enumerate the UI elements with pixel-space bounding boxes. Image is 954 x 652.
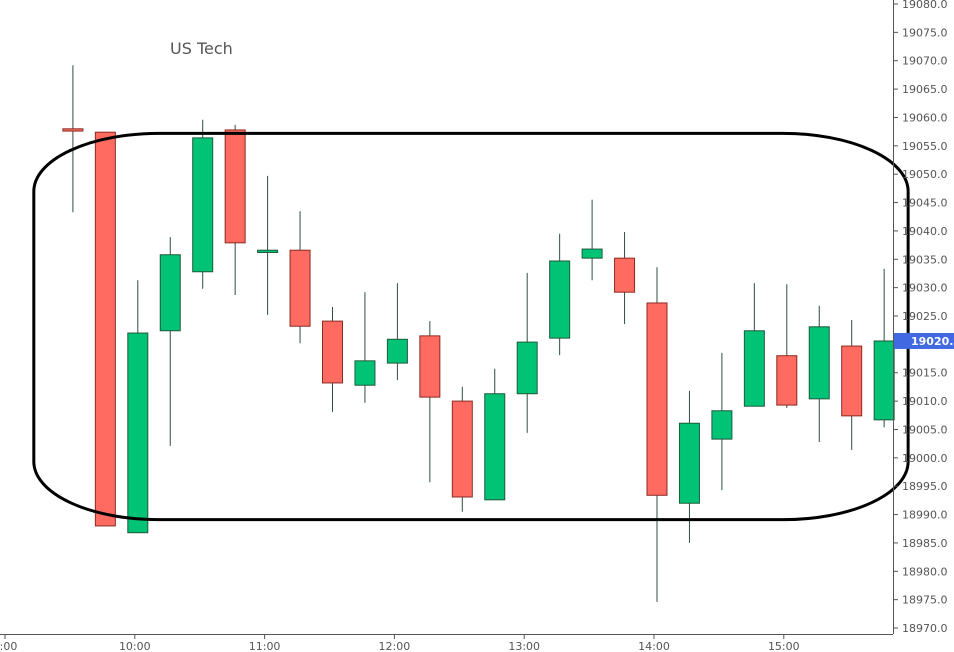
- x-tick-label: 9:00: [0, 640, 17, 652]
- current-price-tag: 19020.6: [894, 332, 954, 349]
- x-tick-label: 12:00: [379, 640, 411, 652]
- x-tick-label: 11:00: [249, 640, 281, 652]
- y-tick-label: 19010.0: [902, 395, 948, 408]
- annotation-rounded-rectangle: [32, 131, 910, 522]
- candle-body-up: [743, 330, 765, 407]
- candle-body-down: [289, 249, 311, 327]
- y-tick-label: 19080.0: [902, 0, 948, 11]
- candle-body-up: [159, 254, 181, 332]
- candle-body-up: [549, 260, 571, 339]
- y-tick-label: 19035.0: [902, 253, 948, 266]
- x-axis: 9:00 10:00 11:00 12:00 13:00 14:00 15:00: [0, 634, 800, 652]
- candle-body-up: [581, 248, 603, 259]
- y-tick-label: 19075.0: [902, 26, 948, 39]
- candle-body-up: [711, 410, 733, 440]
- y-tick-label: 19025.0: [902, 310, 948, 323]
- candle-body-down: [776, 355, 798, 406]
- y-tick-label: 18980.0: [902, 565, 948, 578]
- y-tick-label: 18990.0: [902, 509, 948, 522]
- x-tick-label: 14:00: [638, 640, 670, 652]
- y-tick-label: 18975.0: [902, 594, 948, 607]
- candle-body-down: [614, 257, 636, 293]
- x-tick-label: 10:00: [119, 640, 151, 652]
- x-tick-label: 15:00: [768, 640, 800, 652]
- y-tick-label: 18985.0: [902, 537, 948, 550]
- candle-body-down: [451, 400, 473, 498]
- current-price-badge: [894, 332, 954, 349]
- y-tick-label: 19040.0: [902, 225, 948, 238]
- x-tick-label: 13:00: [508, 640, 540, 652]
- candle-body-down: [62, 128, 84, 132]
- candle-body-up: [386, 338, 408, 364]
- current-price-label: 19020.6: [911, 335, 954, 348]
- y-tick-label: 19015.0: [902, 367, 948, 380]
- y-tick-label: 19060.0: [902, 111, 948, 124]
- y-axis: 19080.0 19075.0 19070.0 19065.0 19060.0 19055…: [893, 0, 948, 635]
- chart-title: US Tech: [170, 39, 233, 58]
- y-tick-label: 18995.0: [902, 480, 948, 493]
- y-tick-label: 19055.0: [902, 140, 948, 153]
- annotation-layer: [32, 131, 910, 522]
- candle-body-up: [516, 341, 538, 395]
- candle-body-down: [646, 302, 668, 496]
- candle-body-up: [484, 393, 506, 501]
- y-tick-label: 19030.0: [902, 282, 948, 295]
- y-tick-label: 19005.0: [902, 423, 948, 436]
- candles-layer: [62, 65, 895, 602]
- y-tick-label: 19065.0: [902, 83, 948, 96]
- candle-body-up: [192, 137, 214, 273]
- candle-body-up: [678, 422, 700, 504]
- y-tick-label: 19000.0: [902, 452, 948, 465]
- candle-body-down: [419, 335, 441, 398]
- y-tick-label: 19045.0: [902, 197, 948, 210]
- candle-body-up: [354, 360, 376, 386]
- candle-body-up: [873, 340, 895, 421]
- candle-body-down: [94, 131, 116, 527]
- candle-body-down: [224, 129, 246, 244]
- candle-body-up: [127, 332, 149, 534]
- candle-body-up: [808, 326, 830, 400]
- y-tick-label: 19050.0: [902, 168, 948, 181]
- candle-body-down: [841, 345, 863, 417]
- y-tick-label: 18970.0: [902, 622, 948, 635]
- y-tick-label: 19070.0: [902, 55, 948, 68]
- candle-body-up: [257, 249, 279, 253]
- candle-body-down: [322, 320, 343, 384]
